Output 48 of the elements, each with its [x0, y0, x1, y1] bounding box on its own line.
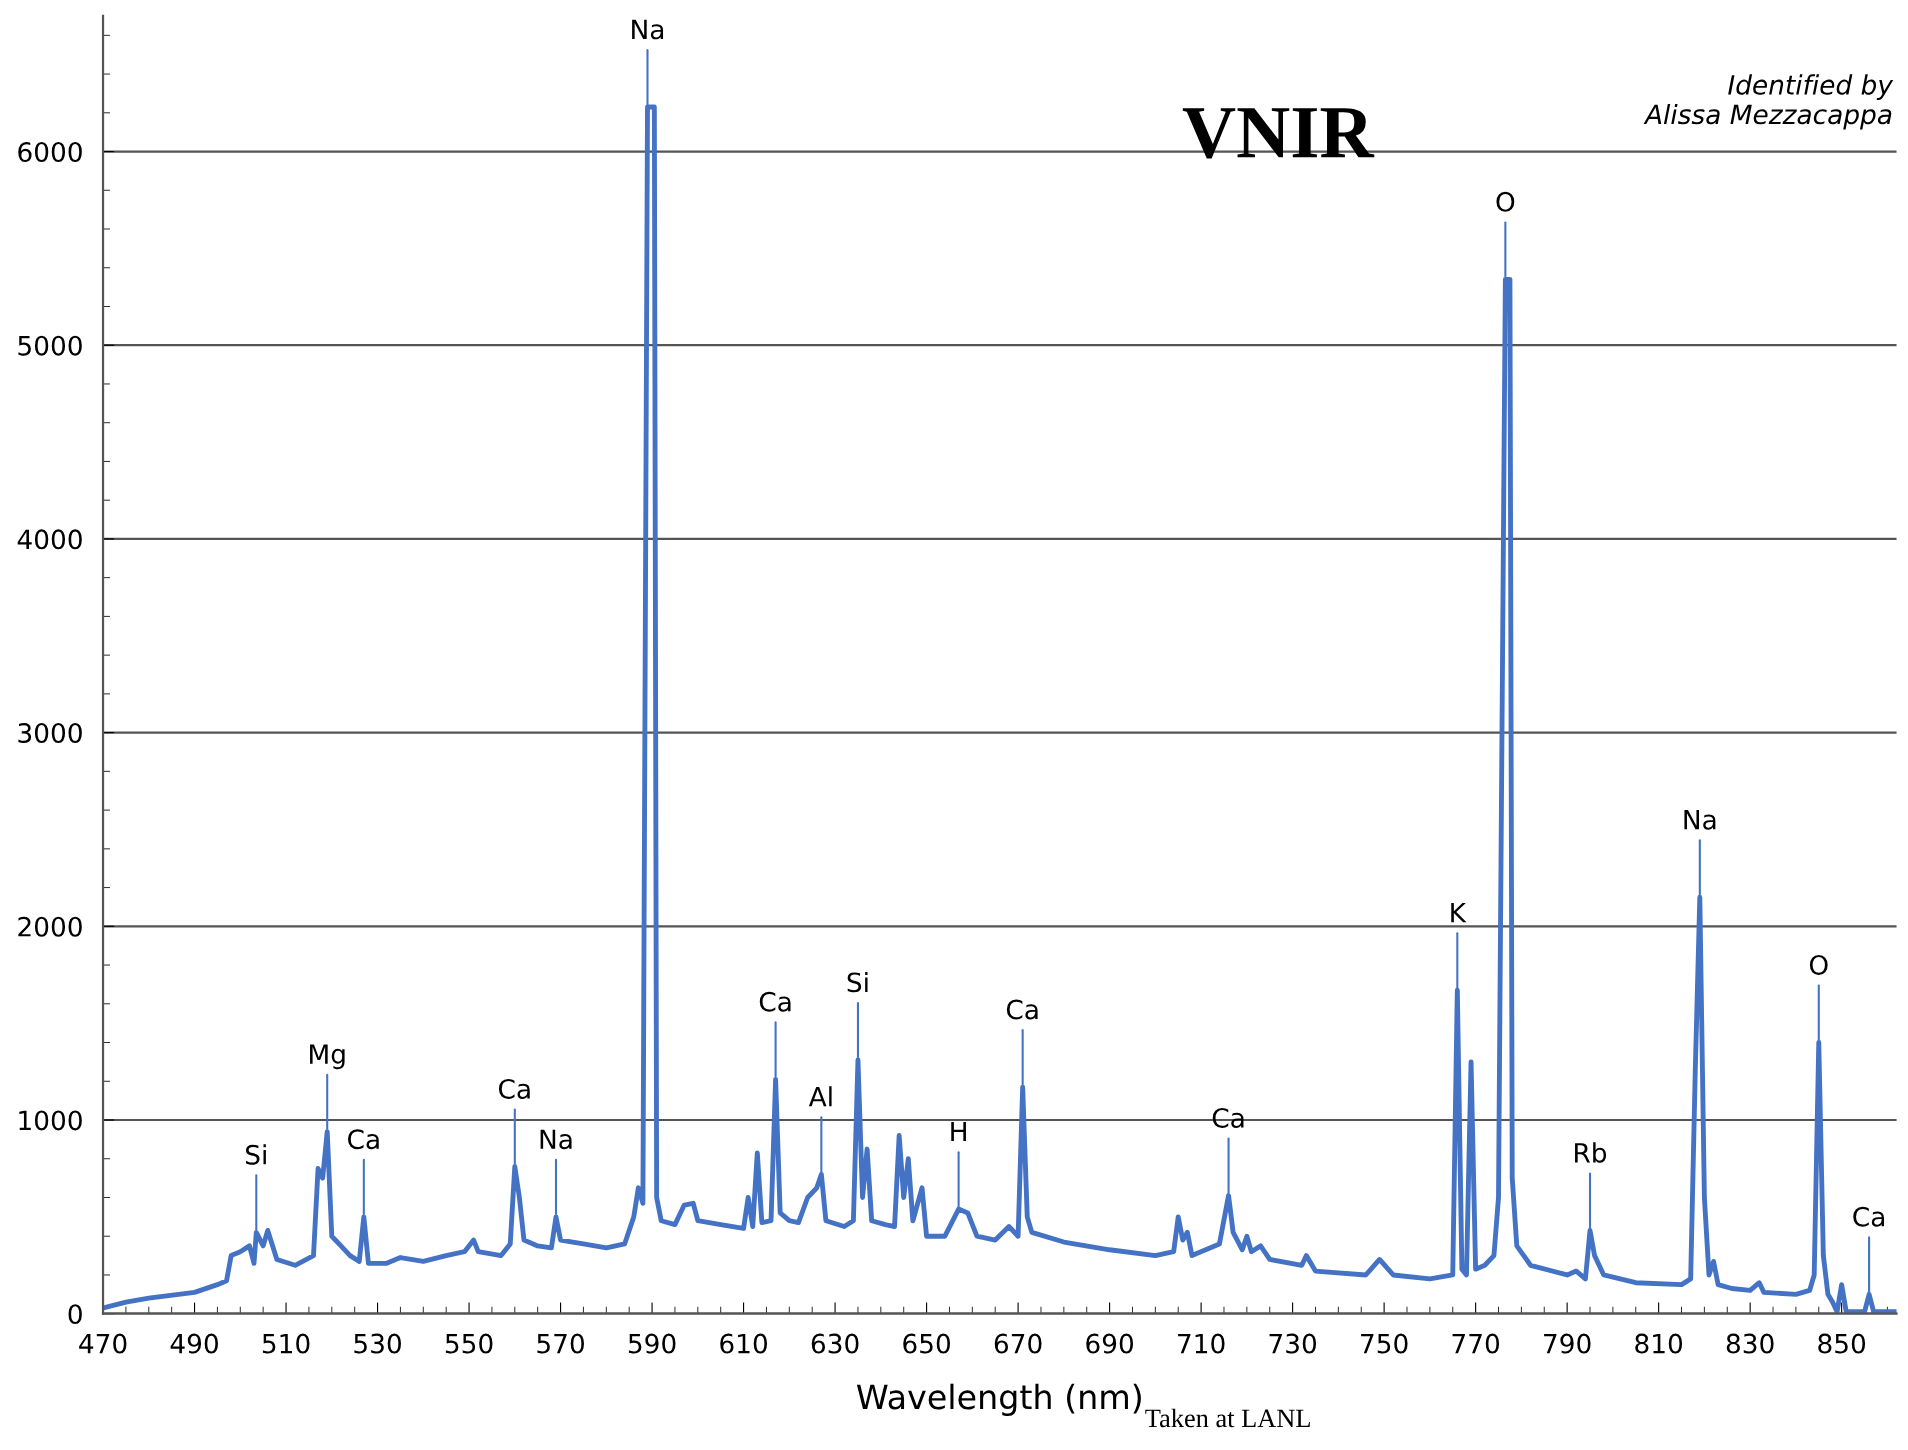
annotation: Rb: [1575, 1142, 1607, 1163]
y-tick-label: 6000: [18, 141, 82, 162]
annotation: O: [1496, 191, 1515, 212]
x-tick-label: 490: [170, 1333, 218, 1354]
y-tick-label: 1000: [19, 1110, 82, 1131]
text: Taken at LANL: [1145, 1408, 1310, 1428]
annotation: H: [951, 1121, 966, 1142]
annotation: Ca: [759, 991, 791, 1012]
annotation: Ca: [1006, 999, 1038, 1020]
annotation: Identified by Alissa Mezzacappa: [1643, 74, 1894, 130]
x-tick-label: 730: [1269, 1333, 1317, 1354]
x-tick-label: 670: [994, 1333, 1042, 1354]
x-tick-label: 590: [628, 1333, 676, 1354]
text: VNIR: [1182, 108, 1375, 159]
x-tick-label: 790: [1544, 1333, 1591, 1354]
annotation: Si: [847, 971, 868, 993]
x-tick-label: 850: [1818, 1333, 1866, 1354]
annotation: Si: [246, 1144, 266, 1165]
annotation: Na: [632, 19, 664, 40]
annotation: Na: [1684, 810, 1716, 830]
x-axis-title: Wavelength (nm): [856, 1383, 1141, 1416]
x-tick-label: 550: [445, 1333, 493, 1354]
x-tick-label: 750: [1361, 1333, 1408, 1354]
y-tick-label: 4000: [17, 529, 82, 550]
annotation: Ca: [348, 1129, 379, 1150]
y-tick-label: 3000: [18, 723, 82, 744]
x-tick-label: 690: [1086, 1333, 1134, 1354]
annotation: Ca: [1853, 1206, 1884, 1227]
x-tick-label: 610: [720, 1333, 768, 1354]
annotation: O: [1809, 954, 1828, 975]
x-tick-label: 830: [1726, 1333, 1774, 1354]
x-tick-label: 530: [354, 1333, 401, 1354]
x-tick-label: 710: [1178, 1333, 1225, 1354]
y-tick-label: 5000: [18, 335, 82, 356]
x-tick-label: 510: [262, 1333, 310, 1354]
annotation: K: [1451, 903, 1467, 923]
y-tick-label: 0: [68, 1304, 82, 1325]
x-tick-label: 650: [903, 1333, 951, 1354]
x-tick-label: 570: [537, 1333, 584, 1354]
y-tick-label: 2000: [18, 916, 82, 937]
annotation: Ca: [498, 1078, 530, 1099]
x-tick-label: 470: [79, 1333, 127, 1354]
x-tick-label: 810: [1635, 1333, 1683, 1354]
annotation: Na: [540, 1129, 572, 1150]
annotation: Al: [808, 1086, 832, 1107]
x-tick-label: 630: [811, 1333, 859, 1354]
x-tick-label: 770: [1452, 1333, 1500, 1354]
annotation: Mg: [310, 1044, 345, 1070]
